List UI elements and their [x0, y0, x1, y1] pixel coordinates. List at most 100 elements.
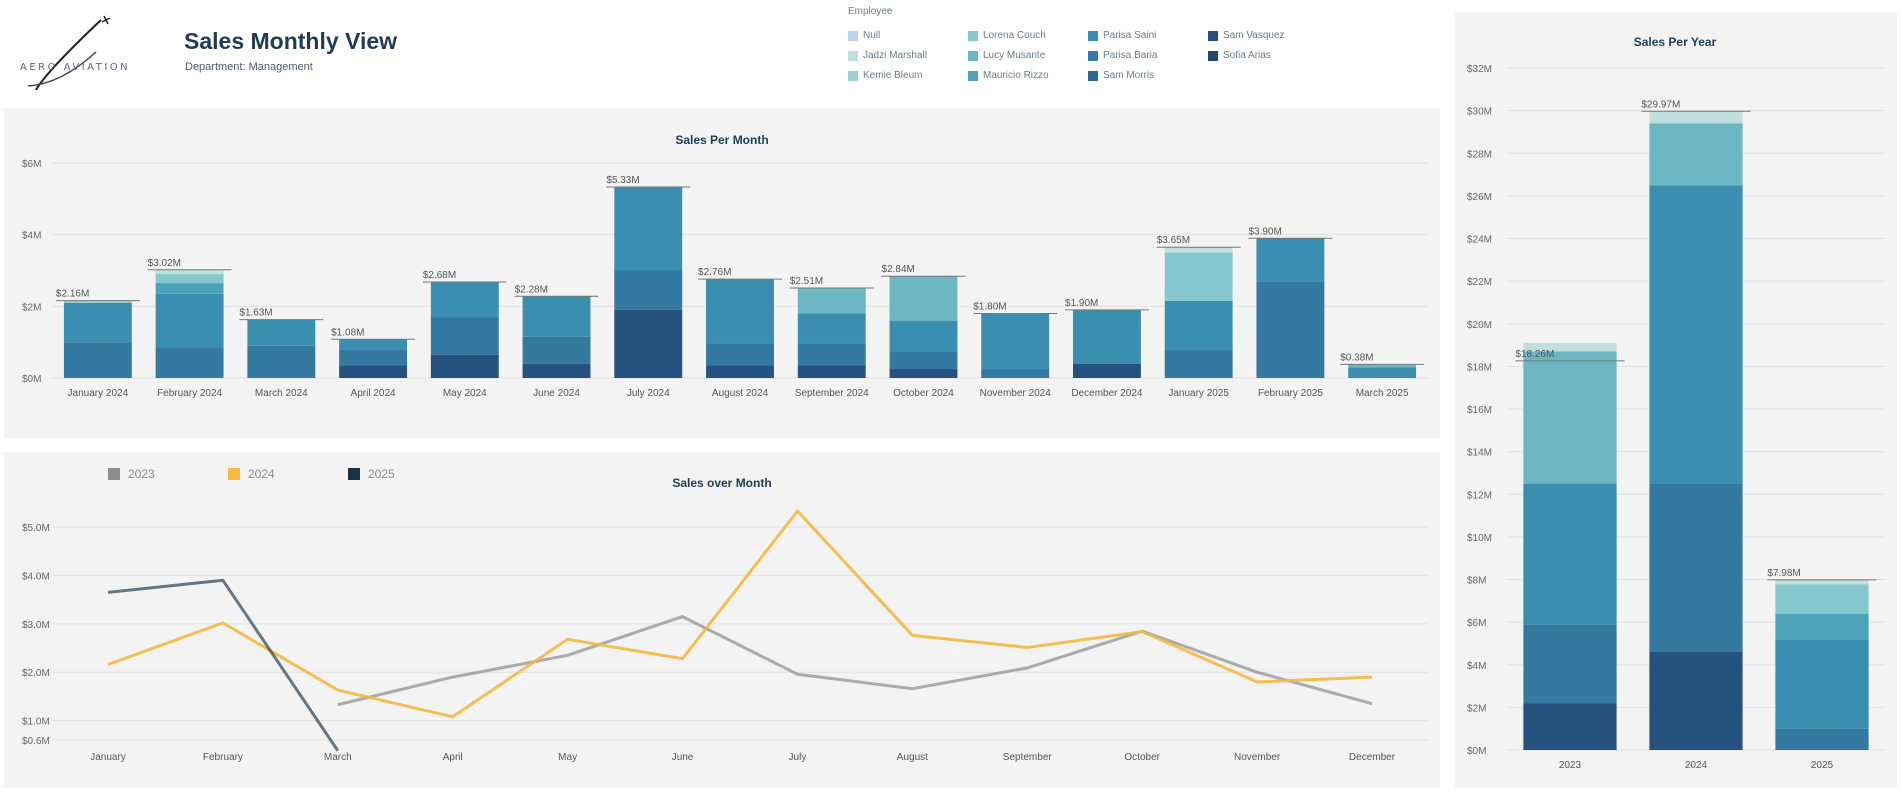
data-point[interactable]: [336, 703, 339, 706]
year-legend-2024[interactable]: 2024: [228, 467, 275, 481]
bar-segment[interactable]: [1775, 613, 1869, 640]
series-line-2025[interactable]: [107, 578, 340, 752]
legend-item-lorena-couch[interactable]: Lorena Couch: [968, 30, 1046, 41]
bar-segment[interactable]: [1348, 367, 1417, 378]
bar-segment[interactable]: [247, 345, 316, 378]
bar-segment[interactable]: [339, 339, 408, 350]
data-point[interactable]: [911, 687, 914, 690]
data-point[interactable]: [681, 657, 684, 660]
bar-segment[interactable]: [155, 283, 224, 294]
legend-item-sofia-arias[interactable]: Sofia Arias: [1208, 50, 1271, 61]
bar-segment[interactable]: [1775, 579, 1869, 585]
legend-item-kemie-bleum[interactable]: Kemie Bleum: [848, 70, 922, 81]
bar-segment[interactable]: [614, 309, 683, 378]
bar-segment[interactable]: [63, 302, 132, 343]
data-point[interactable]: [681, 615, 684, 618]
bar-segment[interactable]: [1164, 349, 1233, 378]
bar-segment[interactable]: [1256, 238, 1325, 282]
bar-segment[interactable]: [1775, 639, 1869, 729]
legend-item-parisa-baria[interactable]: Parisa Baria: [1088, 50, 1157, 61]
data-point[interactable]: [911, 634, 914, 637]
bar-segment[interactable]: [1523, 342, 1617, 352]
data-point[interactable]: [107, 663, 110, 666]
bar-segment[interactable]: [155, 293, 224, 348]
bar-segment[interactable]: [981, 313, 1050, 370]
bar-segment[interactable]: [614, 187, 683, 271]
bar-segment[interactable]: [1164, 252, 1233, 301]
legend-item-null[interactable]: Null: [848, 30, 880, 41]
bar-segment[interactable]: [430, 317, 499, 355]
data-point[interactable]: [451, 676, 454, 679]
data-point[interactable]: [1371, 702, 1374, 705]
bar-segment[interactable]: [1649, 111, 1743, 124]
data-point[interactable]: [451, 715, 454, 718]
data-point[interactable]: [566, 654, 569, 657]
bar-segment[interactable]: [706, 279, 774, 344]
bar-segment[interactable]: [247, 319, 316, 346]
data-point[interactable]: [107, 591, 110, 594]
bar-segment[interactable]: [797, 365, 866, 378]
data-point[interactable]: [1026, 666, 1029, 669]
bar-segment[interactable]: [1523, 703, 1617, 750]
legend-item-lucy-musante[interactable]: Lucy Musante: [968, 50, 1045, 61]
bar-segment[interactable]: [706, 343, 774, 366]
bar-segment[interactable]: [1072, 309, 1141, 364]
data-point[interactable]: [336, 689, 339, 692]
data-point[interactable]: [1256, 680, 1259, 683]
bar-segment[interactable]: [1523, 624, 1617, 704]
bar-segment[interactable]: [339, 349, 408, 366]
bar-segment[interactable]: [1775, 728, 1869, 750]
bar-segment[interactable]: [1256, 281, 1325, 378]
bar-segment[interactable]: [889, 276, 958, 321]
bar-segment[interactable]: [1649, 185, 1743, 484]
bar-segment[interactable]: [889, 320, 958, 352]
data-point[interactable]: [1371, 676, 1374, 679]
bar-segment[interactable]: [63, 300, 132, 303]
data-point[interactable]: [796, 673, 799, 676]
legend-item-jadzi-marshall[interactable]: Jadzi Marshall: [848, 50, 927, 61]
year-legend-2025[interactable]: 2025: [348, 467, 395, 481]
bar-segment[interactable]: [155, 347, 224, 378]
data-point[interactable]: [1141, 630, 1144, 633]
legend-item-mauricio-rizzo[interactable]: Mauricio Rizzo: [968, 70, 1049, 81]
legend-item-sam-morris[interactable]: Sam Morris: [1088, 70, 1154, 81]
bar-segment[interactable]: [1164, 300, 1233, 350]
year-legend-2023[interactable]: 2023: [108, 467, 155, 481]
data-point[interactable]: [221, 621, 224, 624]
data-point[interactable]: [796, 510, 799, 513]
bar-segment[interactable]: [1649, 651, 1743, 750]
data-point[interactable]: [1026, 646, 1029, 649]
bar-segment[interactable]: [1523, 483, 1617, 625]
series-line-2024[interactable]: [107, 509, 1373, 719]
bar-segment[interactable]: [522, 336, 591, 364]
bar-segment[interactable]: [430, 354, 499, 378]
bar-segment[interactable]: [339, 365, 408, 378]
bar-segment[interactable]: [1348, 364, 1417, 368]
data-point[interactable]: [336, 749, 339, 752]
legend-item-parisa-saini[interactable]: Parisa Saini: [1088, 30, 1156, 41]
bar-segment[interactable]: [430, 281, 499, 318]
bar-segment[interactable]: [155, 269, 224, 275]
bar-segment[interactable]: [889, 351, 958, 370]
bar-segment[interactable]: [1649, 483, 1743, 652]
bar-segment[interactable]: [1649, 123, 1743, 186]
legend-item-sam-vasquez[interactable]: Sam Vasquez: [1208, 30, 1285, 41]
bar-segment[interactable]: [797, 313, 866, 344]
bar-segment[interactable]: [155, 274, 224, 284]
bar-segment[interactable]: [1072, 363, 1141, 378]
bar-segment[interactable]: [522, 296, 591, 337]
bar-segment[interactable]: [1523, 351, 1617, 484]
bar-segment[interactable]: [797, 288, 866, 314]
bar-segment[interactable]: [614, 270, 683, 310]
bar-segment[interactable]: [797, 343, 866, 366]
data-point[interactable]: [1256, 671, 1259, 674]
bar-segment[interactable]: [981, 369, 1050, 378]
bar-segment[interactable]: [1775, 584, 1869, 614]
series-line-2023[interactable]: [337, 615, 1373, 707]
bar-segment[interactable]: [1164, 247, 1233, 253]
bar-segment[interactable]: [706, 365, 774, 378]
bar-segment[interactable]: [522, 363, 591, 378]
data-point[interactable]: [221, 579, 224, 582]
bar-segment[interactable]: [63, 342, 132, 378]
data-point[interactable]: [566, 638, 569, 641]
